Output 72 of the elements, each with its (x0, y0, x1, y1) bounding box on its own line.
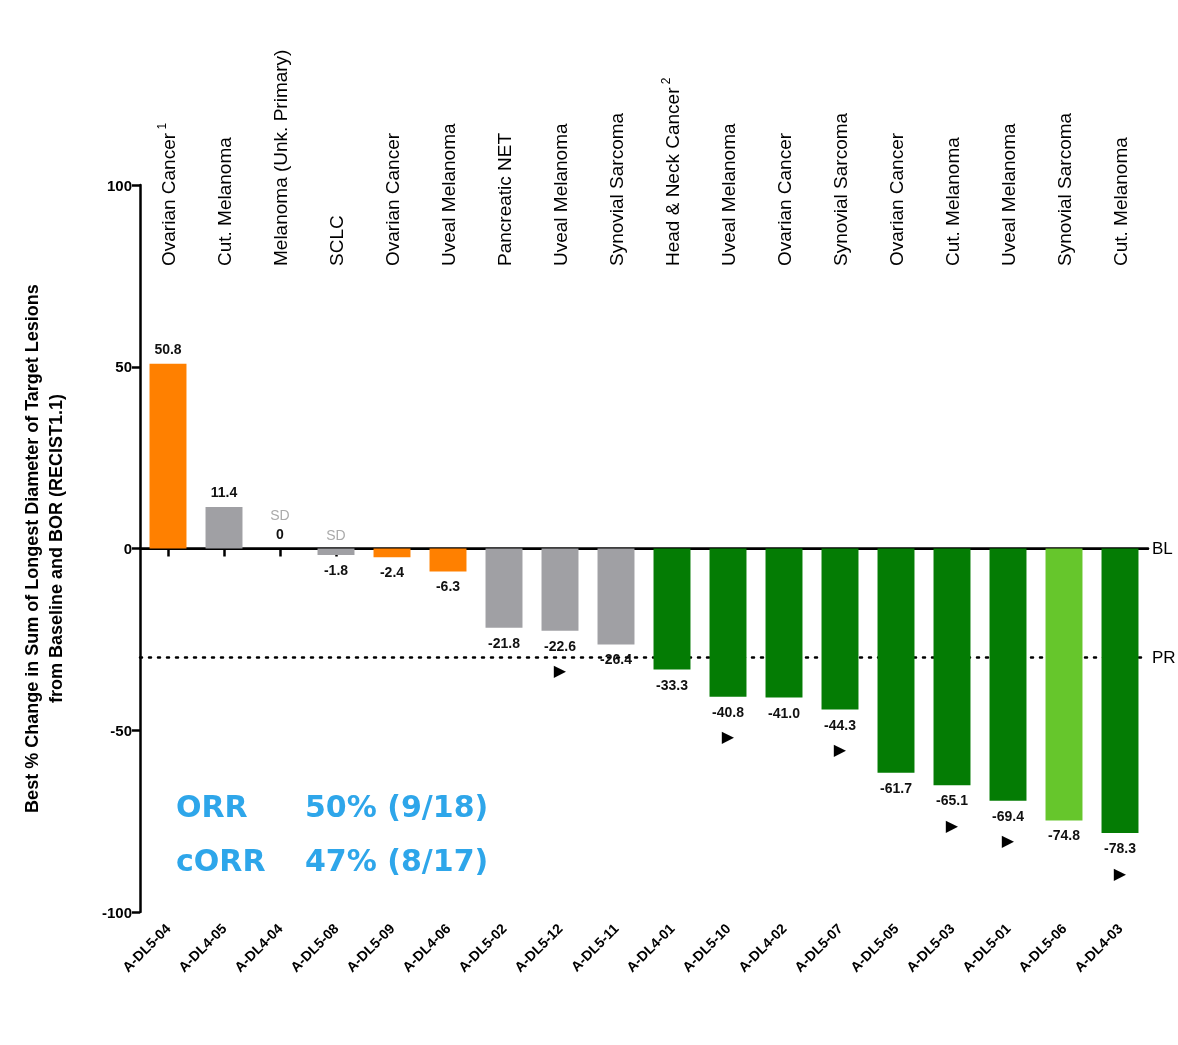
bar (149, 363, 187, 549)
annotation: Ovarian Cancer (773, 132, 795, 266)
bar (877, 548, 915, 773)
ref-line-label: BL (1152, 539, 1173, 558)
annotation: ORR (176, 788, 248, 824)
data-label: 50.8 (154, 340, 182, 357)
data-label: -22.6 (544, 637, 577, 654)
annotation: Synovial Sarcoma (1053, 112, 1075, 266)
y-tick-label: -50 (110, 721, 132, 739)
bar (1101, 548, 1139, 834)
y-tick-label: -100 (101, 903, 132, 921)
bar (989, 548, 1027, 801)
bar (597, 548, 635, 645)
bar (541, 548, 579, 631)
bar (653, 548, 691, 670)
data-label: -78.3 (1104, 840, 1137, 857)
annotation: 50% (9/18) (305, 788, 489, 824)
annotation: Uveal Melanoma (717, 123, 739, 266)
annotation: Uveal Melanoma (549, 123, 571, 266)
bar (485, 548, 523, 628)
data-label: -65.1 (936, 792, 969, 809)
data-label: 11.4 (210, 484, 238, 501)
annotation: SD (270, 506, 290, 523)
data-label: -40.8 (712, 703, 745, 720)
annotation: SD (326, 526, 346, 543)
annotation: Ovarian Cancer (885, 132, 907, 266)
data-label: -2.4 (379, 564, 405, 581)
annotation: ▶ (1113, 863, 1127, 883)
annotation: cORR (176, 842, 266, 878)
bar (373, 548, 411, 558)
data-label: -6.3 (435, 578, 461, 595)
annotation: Synovial Sarcoma (605, 112, 627, 266)
data-label: -41.0 (768, 704, 801, 721)
data-label: -74.8 (1048, 827, 1081, 844)
data-label: -61.7 (880, 779, 913, 796)
bar (429, 548, 467, 572)
annotation: ▶ (833, 740, 847, 760)
annotation: Cut. Melanoma (1109, 136, 1131, 266)
bar (709, 548, 747, 697)
y-tick-label: 0 (123, 540, 132, 557)
annotation: Uveal Melanoma (997, 123, 1019, 266)
bar (821, 548, 859, 710)
data-label: 0 (276, 525, 285, 542)
annotation: Melanoma (Unk. Primary) (269, 49, 291, 266)
annotation: Head & Neck Cancer2 (659, 77, 683, 266)
data-label: -33.3 (656, 676, 689, 693)
bar (205, 507, 243, 549)
annotation: Uveal Melanoma (437, 123, 459, 266)
annotation: Cut. Melanoma (941, 136, 963, 266)
annotation: Synovial Sarcoma (829, 112, 851, 266)
bar (933, 548, 971, 786)
data-label: -26.4 (600, 651, 633, 668)
annotation: Ovarian Cancer (381, 132, 403, 266)
annotation: Pancreatic NET (493, 132, 515, 266)
data-label: -69.4 (992, 807, 1025, 824)
annotation: 47% (8/17) (305, 842, 489, 878)
y-tick-label: 50 (115, 358, 132, 376)
data-label: -1.8 (323, 562, 349, 579)
ref-line-label: PR (1152, 648, 1176, 668)
annotation: ▶ (1001, 831, 1015, 851)
y-axis-title: Best % Change in Sum of Longest Diameter of Target Lesions from Baseline and BOR (RECIST1.1) (22, 284, 66, 813)
bar (1045, 548, 1083, 821)
data-label: -21.8 (488, 634, 521, 651)
data-label: -44.3 (824, 716, 857, 733)
annotation: Ovarian Cancer1 (155, 122, 179, 266)
annotation: ▶ (553, 661, 567, 681)
annotation: SCLC (325, 215, 347, 266)
annotation: Cut. Melanoma (213, 136, 235, 266)
bar (765, 548, 803, 698)
annotation: ▶ (945, 815, 959, 835)
annotation: ▶ (721, 727, 735, 747)
y-tick-label: 100 (106, 176, 132, 194)
